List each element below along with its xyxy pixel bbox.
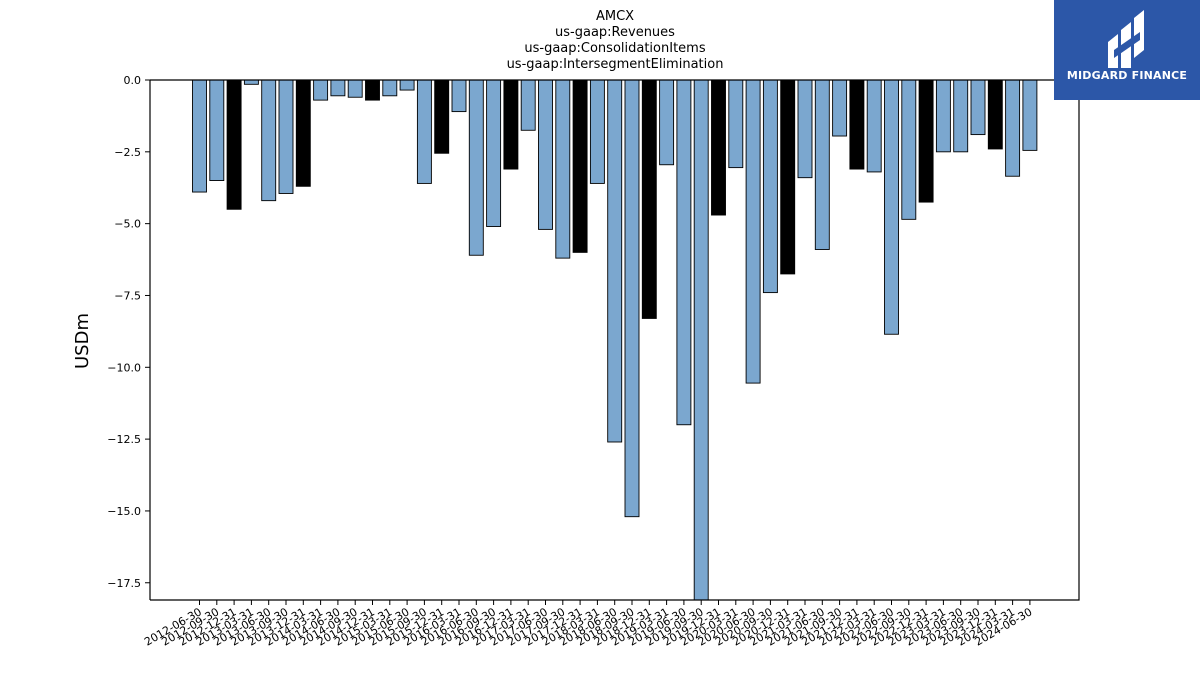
bar-2017-09-30 — [555, 79, 571, 259]
bar-2012-12-31 — [226, 79, 242, 210]
bar-2023-03-31 — [935, 79, 951, 153]
bar-2022-06-30 — [884, 79, 899, 335]
bar-2023-06-30 — [953, 79, 969, 153]
bar-2017-12-31 — [572, 79, 588, 253]
midgard-finance-logo: MIDGARD FINANCE — [1054, 0, 1200, 100]
bar-2023-12-31 — [987, 79, 1003, 150]
plot-frame — [150, 79, 1080, 601]
bar-2017-03-31 — [520, 79, 536, 131]
bar-2016-09-30 — [486, 79, 502, 227]
bar-2013-03-31 — [243, 79, 259, 85]
bar-2024-06-30 — [1022, 79, 1038, 151]
y-tick-label: −10.0 — [107, 361, 141, 374]
bars-group — [192, 79, 1038, 601]
bar-2018-06-30 — [607, 79, 623, 443]
x-axis: 2012-06-302012-09-302012-12-312013-03-31… — [142, 600, 1034, 649]
chart-title: AMCX us-gaap:Revenues us-gaap:Consolidat… — [507, 9, 724, 72]
bar-2019-12-31 — [711, 79, 726, 216]
title-line-ticker: AMCX — [596, 9, 634, 24]
midgard-logo-icon — [1108, 10, 1144, 68]
y-tick-label: −15.0 — [107, 505, 141, 518]
bar-2015-12-31 — [434, 79, 450, 154]
bar-2012-09-30 — [209, 79, 225, 182]
bar-2022-12-31 — [918, 79, 934, 203]
bar-2024-03-31 — [1005, 79, 1021, 177]
bar-2015-03-31 — [382, 79, 398, 97]
bar-2020-12-31 — [780, 79, 796, 275]
y-tick-label: −12.5 — [107, 433, 141, 446]
y-tick-label: −17.5 — [107, 577, 141, 590]
bar-2021-06-30 — [814, 79, 830, 250]
bar-2022-09-30 — [901, 79, 917, 220]
bar-2014-12-31 — [365, 79, 380, 101]
bar-2016-12-31 — [503, 79, 519, 170]
bar-2021-09-30 — [832, 79, 848, 137]
y-tick-label: 0.0 — [124, 74, 142, 87]
bar-2020-03-31 — [728, 79, 744, 169]
bar-2021-03-31 — [797, 79, 813, 179]
bar-2014-03-31 — [313, 79, 329, 101]
bar-2019-03-31 — [659, 79, 675, 166]
bar-2016-03-31 — [451, 79, 467, 113]
y-tick-label: −2.5 — [114, 146, 141, 159]
bar-2018-12-31 — [641, 79, 657, 319]
bar-2015-06-30 — [399, 79, 415, 91]
bar-2015-09-30 — [416, 79, 432, 184]
y-tick-label: −7.5 — [114, 289, 141, 302]
title-line-concept: us-gaap:Revenues — [555, 25, 675, 40]
y-axis: 0.0 −2.5 −5.0 −7.5 −10.0 −12.5 −15.0 −17.5 — [107, 74, 150, 590]
y-tick-label: −5.0 — [114, 218, 141, 231]
logo-text: MIDGARD FINANCE — [1066, 69, 1188, 82]
title-line-member: us-gaap:IntersegmentElimination — [507, 57, 724, 72]
bar-2019-06-30 — [676, 79, 692, 426]
bar-2018-09-30 — [624, 79, 640, 518]
bar-2014-06-30 — [330, 79, 346, 97]
bar-2018-03-31 — [589, 79, 605, 184]
y-axis-label: USDm — [72, 313, 93, 369]
bar-2012-06-30 — [192, 79, 207, 193]
bar-2023-09-30 — [970, 79, 986, 136]
bar-2016-06-30 — [468, 79, 484, 256]
bar-2017-06-30 — [538, 79, 553, 230]
bar-2014-09-30 — [347, 79, 363, 98]
bar-2020-09-30 — [762, 79, 778, 294]
bar-2020-06-30 — [745, 79, 761, 384]
bar-2013-09-30 — [278, 79, 294, 194]
bar-2013-12-31 — [295, 79, 311, 187]
bar-2013-06-30 — [261, 79, 277, 202]
title-line-axis: us-gaap:ConsolidationItems — [524, 41, 705, 56]
bar-2021-12-31 — [849, 79, 865, 170]
bar-2022-03-31 — [866, 79, 882, 173]
bar-2019-09-30 — [693, 79, 709, 601]
